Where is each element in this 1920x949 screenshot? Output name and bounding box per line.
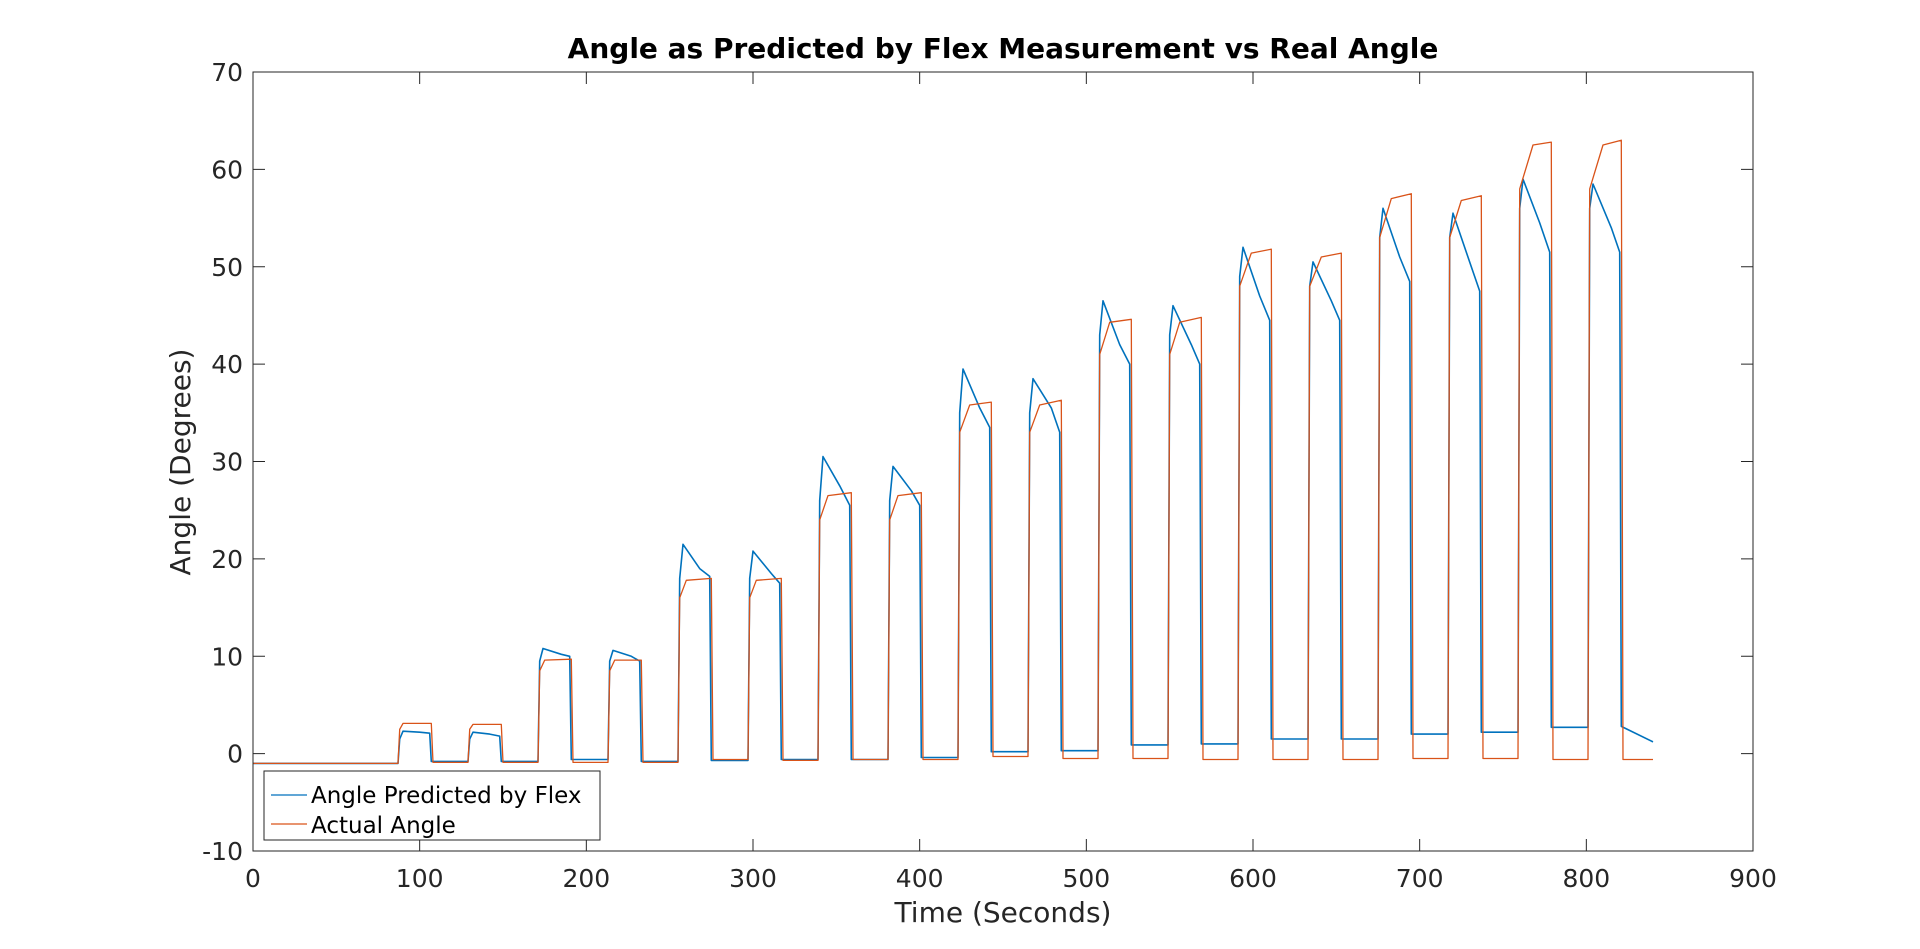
series-layer — [253, 139, 1654, 765]
x-axis-title: Time (Seconds) — [894, 896, 1112, 929]
y-tick-label: 20 — [211, 545, 243, 574]
x-tick-label: 100 — [396, 864, 444, 893]
y-tick-label: 50 — [211, 253, 243, 282]
ticks-layer — [252, 71, 1754, 852]
chart-title: Angle as Predicted by Flex Measurement v… — [568, 32, 1439, 65]
y-tick-label: 40 — [211, 350, 243, 379]
x-tick-label: 200 — [562, 864, 610, 893]
x-tick-label: 600 — [1229, 864, 1277, 893]
legend-label-flex: Angle Predicted by Flex — [311, 783, 582, 809]
x-tick-label: 800 — [1562, 864, 1610, 893]
legend-label-actual: Actual Angle — [311, 813, 456, 839]
legend-box — [263, 770, 601, 841]
y-tick-label: 60 — [211, 155, 243, 184]
plot-background — [253, 72, 1753, 851]
y-axis-title: Angle (Degrees) — [164, 349, 197, 576]
x-tick-label: 500 — [1062, 864, 1110, 893]
legend: Angle Predicted by Flex Actual Angle — [263, 770, 601, 841]
x-tick-label: 300 — [729, 864, 777, 893]
series-line-actual — [253, 139, 1653, 765]
y-tick-label: 10 — [211, 642, 243, 671]
x-tick-label: 700 — [1396, 864, 1444, 893]
y-tick-label: -10 — [202, 837, 243, 866]
y-tick-label: 70 — [211, 58, 243, 87]
x-tick-labels: 0 100 200 300 400 500 600 700 800 900 — [245, 864, 1777, 893]
y-tick-labels: -10 0 10 20 30 40 50 60 70 — [202, 58, 243, 866]
series-line-flex — [253, 178, 1654, 765]
y-tick-label: 30 — [211, 448, 243, 477]
x-tick-label: 400 — [896, 864, 944, 893]
y-tick-label: 0 — [227, 740, 243, 769]
x-tick-label: 0 — [245, 864, 261, 893]
x-tick-label: 900 — [1729, 864, 1777, 893]
